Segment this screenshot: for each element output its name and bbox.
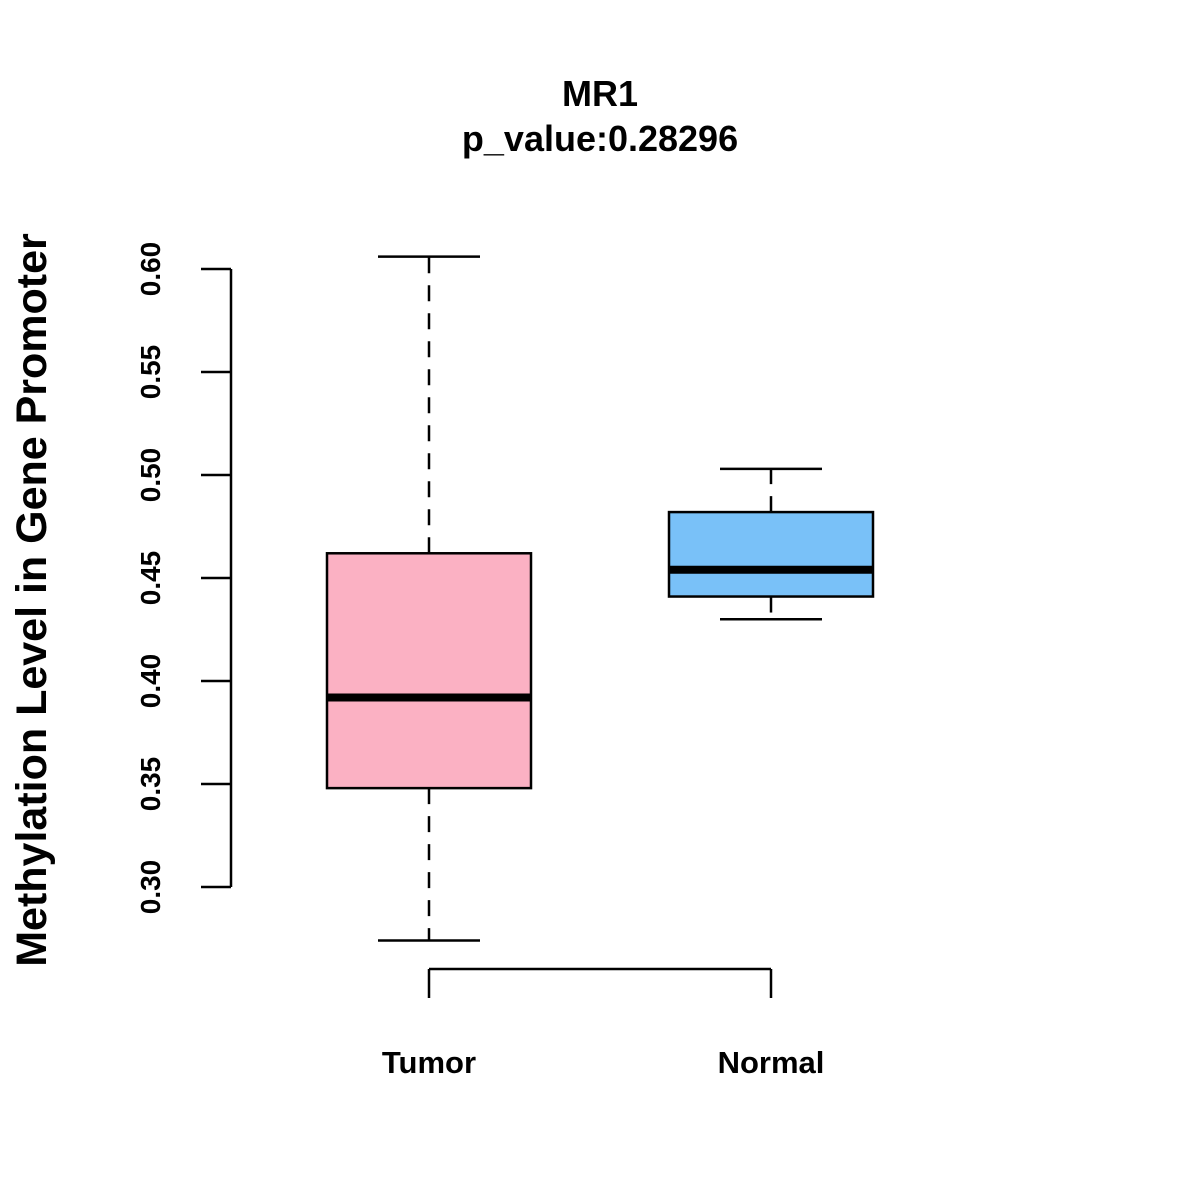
box-iqr <box>325 552 533 790</box>
y-tick-label: 0.35 <box>135 757 166 812</box>
y-tick-label: 0.50 <box>135 448 166 503</box>
y-tick-label: 0.60 <box>135 242 166 297</box>
x-axis: Tumor Normal <box>382 967 825 1080</box>
chart-title: MR1 <box>562 73 638 114</box>
chart-subtitle: p_value:0.28296 <box>462 118 738 159</box>
x-tick-label: Tumor <box>382 1045 476 1080</box>
box-iqr <box>667 510 875 598</box>
y-axis-label: Methylation Level in Gene Promoter <box>8 233 56 967</box>
y-tick-label: 0.40 <box>135 654 166 709</box>
x-tick-label: Normal <box>718 1045 825 1080</box>
box-group <box>325 255 875 942</box>
y-tick-label: 0.45 <box>135 551 166 606</box>
box-normal <box>667 467 875 621</box>
y-axis: 0.30 0.35 0.40 0.45 0.50 0.55 0.60 <box>135 242 233 915</box>
box-tumor <box>325 255 533 942</box>
y-tick-label: 0.55 <box>135 345 166 400</box>
y-tick-label: 0.30 <box>135 860 166 915</box>
